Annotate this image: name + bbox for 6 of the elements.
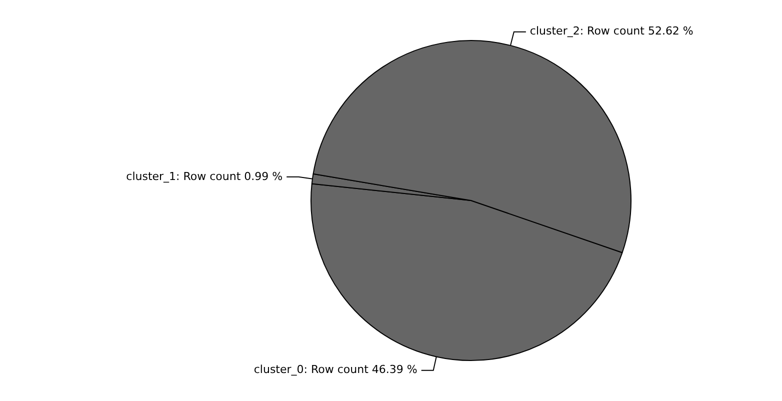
data-label: : Row count 0.99 % [176, 170, 283, 183]
slice-label: cluster_1 [126, 170, 176, 183]
slice-label: cluster_0 [254, 363, 304, 376]
slice-label: cluster_2 [530, 24, 580, 38]
data-label: : Row count 52.62 % [580, 24, 694, 38]
data-label: : Row count 46.39 % [304, 363, 418, 376]
